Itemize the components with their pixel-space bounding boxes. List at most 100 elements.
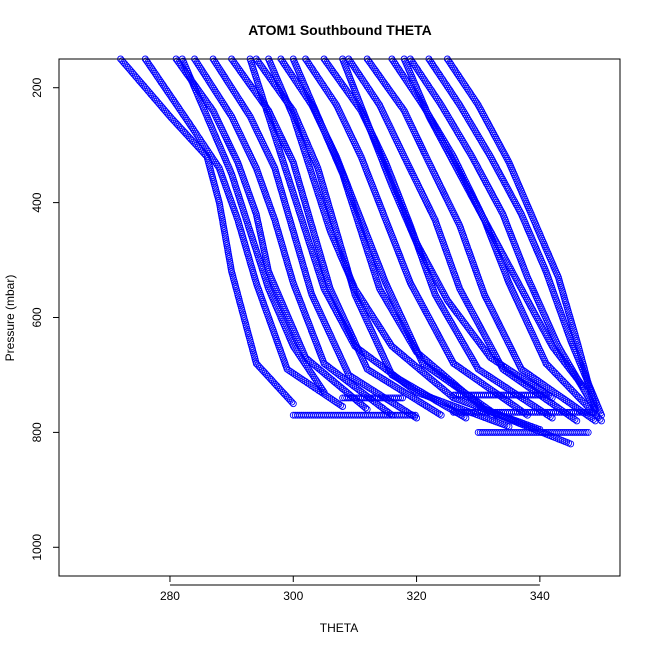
data-point: [440, 77, 448, 85]
x-axis-label: THETA: [320, 621, 358, 635]
data-point: [528, 304, 536, 312]
data-point: [430, 62, 438, 70]
data-point: [376, 324, 384, 332]
data-point: [380, 329, 387, 337]
data-point: [218, 68, 225, 76]
data-point: [362, 302, 370, 309]
data-point: [451, 361, 459, 369]
data-point: [478, 326, 486, 334]
data-point: [461, 141, 469, 149]
data-point: [382, 377, 390, 385]
data-point: [194, 61, 202, 69]
data-point: [377, 75, 385, 83]
data-point: [457, 103, 465, 111]
data-point: [551, 402, 559, 410]
data-point: [361, 381, 369, 389]
data-point: [555, 392, 563, 400]
data-point: [389, 308, 397, 316]
data-point: [500, 382, 508, 390]
data-point: [210, 85, 218, 93]
data-point: [371, 370, 379, 378]
data-point: [183, 116, 191, 124]
data-point: [381, 294, 389, 302]
data-point: [220, 72, 228, 80]
data-point: [377, 287, 385, 295]
data-point: [425, 83, 433, 91]
data-point: [545, 392, 552, 399]
data-point: [337, 78, 345, 86]
data-point: [459, 137, 467, 145]
data-point: [225, 79, 233, 87]
data-point: [433, 328, 441, 336]
data-point: [376, 73, 384, 81]
data-point: [216, 94, 224, 102]
data-point: [376, 373, 384, 381]
data-point: [392, 401, 400, 409]
data-point: [206, 79, 214, 87]
data-point: [546, 393, 554, 401]
data-point: [465, 350, 473, 358]
data-point: [482, 382, 490, 390]
data-point: [402, 407, 410, 415]
data-point: [398, 405, 406, 413]
data-point: [240, 103, 248, 111]
data-point: [379, 291, 387, 298]
data-point: [393, 384, 401, 392]
data-point: [486, 342, 494, 350]
data-point: [149, 66, 157, 74]
data-point: [535, 317, 543, 325]
data-point: [408, 393, 416, 401]
data-point: [469, 124, 477, 132]
x-tick-label: 280: [160, 589, 180, 603]
data-point: [342, 85, 350, 93]
data-point: [450, 158, 457, 166]
data-point: [222, 75, 230, 83]
data-point: [537, 379, 545, 387]
data-point: [479, 139, 486, 147]
data-point: [304, 364, 312, 372]
data-point: [403, 331, 410, 339]
data-point: [315, 381, 323, 389]
data-point: [207, 81, 215, 89]
data-point: [476, 135, 484, 143]
data-point: [473, 130, 481, 138]
data-point: [165, 89, 173, 97]
data-point: [439, 75, 446, 83]
data-point: [170, 97, 178, 104]
data-point: [330, 97, 338, 105]
data-point: [288, 398, 296, 406]
data-point: [505, 262, 513, 270]
data-point: [394, 315, 401, 323]
data-point: [346, 91, 354, 99]
data-point: [426, 404, 434, 412]
data-point: [471, 199, 479, 207]
data-point: [350, 374, 358, 382]
data-point: [320, 388, 328, 396]
data-point: [382, 296, 390, 304]
data-point: [511, 370, 519, 378]
data-point: [530, 374, 538, 382]
data-point: [430, 122, 438, 130]
data-point: [367, 60, 375, 68]
y-tick-label: 1000: [30, 534, 44, 561]
data-point: [464, 145, 471, 153]
data-point: [441, 344, 449, 352]
data-point: [323, 86, 331, 94]
data-point: [403, 77, 411, 85]
data-point: [449, 321, 457, 329]
data-point: [526, 379, 534, 387]
data-point: [440, 105, 447, 113]
data-point: [451, 124, 459, 132]
data-point: [363, 383, 371, 391]
data-point: [226, 111, 234, 119]
data-point: [371, 66, 379, 74]
data-point: [200, 94, 208, 102]
data-point: [539, 325, 547, 333]
data-point: [568, 365, 576, 373]
data-point: [411, 287, 419, 295]
data-point: [468, 122, 476, 130]
data-point: [460, 367, 468, 375]
data-point: [515, 372, 523, 380]
